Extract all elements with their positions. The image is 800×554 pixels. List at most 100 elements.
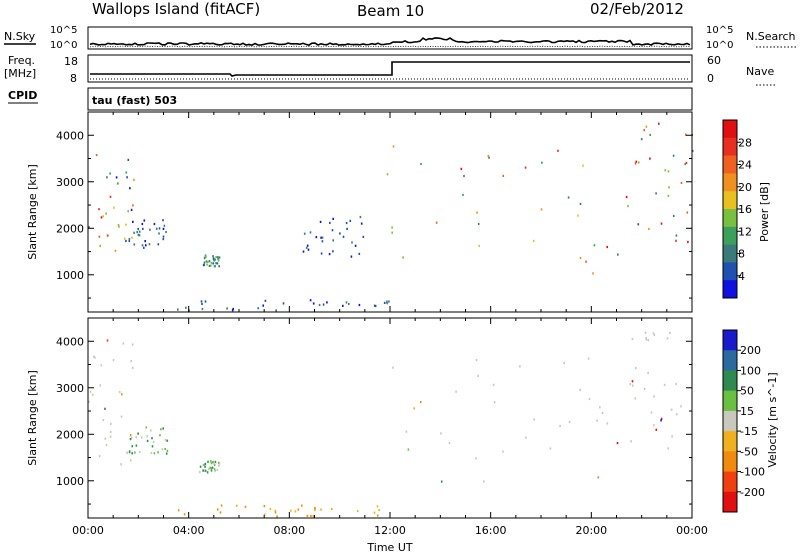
scatter-cell [122, 342, 125, 345]
scatter-cell [129, 187, 131, 190]
scatter-cell [652, 332, 655, 335]
scatter-cell [207, 460, 209, 463]
scatter-cell [525, 436, 527, 439]
x-tick-label: 16:00 [475, 524, 507, 537]
velocity-x-axis: 00:00 04:00 08:00 12:00 16:00 20:00 00:00 [72, 318, 708, 537]
scatter-cell [158, 227, 161, 230]
scatter-cell [130, 208, 133, 211]
scatter-cell [460, 167, 463, 170]
scatter-cell [634, 397, 637, 400]
scatter-cell [105, 212, 107, 215]
y-tick-label: 2000 [56, 428, 84, 441]
scatter-cell [648, 227, 650, 231]
scatter-cell [134, 451, 136, 454]
scatter-cell [635, 160, 638, 163]
scatter-cell [328, 253, 331, 256]
colorbar-box [723, 173, 737, 192]
scatter-cell [309, 231, 312, 234]
scatter-cell [118, 225, 120, 228]
scatter-cell [166, 449, 169, 452]
scatter-cell [376, 514, 379, 517]
scatter-cell [374, 304, 377, 308]
scatter-cell [315, 236, 318, 239]
scatter-cell [322, 303, 325, 306]
scatter-cell [405, 430, 408, 433]
scatter-cell [276, 515, 278, 518]
scatter-cell [99, 244, 101, 247]
colorbar-box [723, 137, 737, 156]
power-x-axis [87, 112, 693, 312]
scatter-cell [177, 509, 180, 512]
scatter-cell [567, 196, 570, 199]
scatter-cell [113, 206, 115, 209]
scatter-cell [208, 260, 211, 263]
scatter-cell [220, 504, 223, 507]
scatter-cell [213, 265, 216, 268]
y-tick-label: 4000 [56, 335, 84, 348]
scatter-cell [125, 223, 127, 226]
scatter-cell [475, 457, 477, 460]
scatter-cell [124, 237, 126, 240]
power-colorbar: 4 8 12 16 20 24 28 Power [dB] [722, 119, 771, 299]
scatter-cell [117, 182, 119, 185]
scatter-cell [592, 272, 594, 275]
colorbar-box [723, 410, 737, 432]
scatter-cell [675, 234, 678, 237]
scatter-cell [332, 217, 334, 220]
scatter-cell [143, 219, 146, 222]
nsky-tick-low: 10^0 [50, 40, 77, 51]
scatter-cell [680, 405, 682, 408]
colorbar-box [723, 262, 737, 281]
scatter-cell [687, 240, 689, 243]
colorbar-tick-label: 4 [738, 270, 745, 283]
scatter-cell [388, 300, 390, 303]
scatter-cell [342, 235, 345, 238]
scatter-cell [303, 232, 306, 235]
scatter-cell [483, 480, 485, 483]
nsearch-trace [89, 45, 691, 48]
scatter-cell [476, 211, 478, 214]
cpid-panel-frame [87, 87, 693, 111]
scatter-cell [680, 181, 683, 184]
scatter-cell [312, 515, 315, 518]
colorbar-box [723, 451, 737, 472]
scatter-cell [407, 448, 410, 451]
scatter-cell [275, 309, 277, 312]
scatter-cell [201, 302, 203, 305]
scatter-cell [126, 451, 128, 454]
scatter-cell [203, 263, 205, 266]
scatter-cell [146, 435, 148, 438]
scatter-cell [129, 438, 132, 441]
scatter-cell [218, 256, 221, 259]
scatter-cell [345, 221, 348, 225]
scatter-cell [150, 429, 152, 432]
scatter-cell [92, 393, 94, 396]
date-title: 02/Feb/2012 [590, 0, 684, 18]
scatter-cell [675, 239, 677, 242]
scatter-cell [216, 468, 219, 471]
scatter-cell [208, 468, 210, 471]
scatter-cell [148, 243, 151, 246]
scatter-cell [362, 235, 365, 238]
scatter-cell [199, 471, 201, 474]
scatter-cell [629, 383, 632, 386]
scatter-cell [165, 452, 168, 455]
scatter-cell [599, 406, 601, 409]
colorbar-tick-label: 24 [738, 159, 752, 172]
scatter-cell [160, 428, 162, 431]
scatter-cell [634, 367, 637, 370]
scatter-cell [143, 246, 145, 249]
colorbar-tick-label: -50 [740, 445, 758, 458]
scatter-cell [149, 228, 151, 231]
scatter-cell [165, 230, 167, 234]
scatter-cell [211, 466, 214, 469]
nsky-label: N.Sky [4, 30, 36, 43]
y-tick-label: 2000 [56, 222, 84, 235]
scatter-cell [660, 419, 662, 422]
scatter-cell [142, 227, 144, 230]
scatter-cell [151, 445, 154, 448]
colorbar-tick-label: 16 [738, 203, 752, 216]
scatter-cell [159, 434, 161, 437]
colorbar-box [723, 330, 737, 351]
scatter-cell [88, 226, 90, 229]
